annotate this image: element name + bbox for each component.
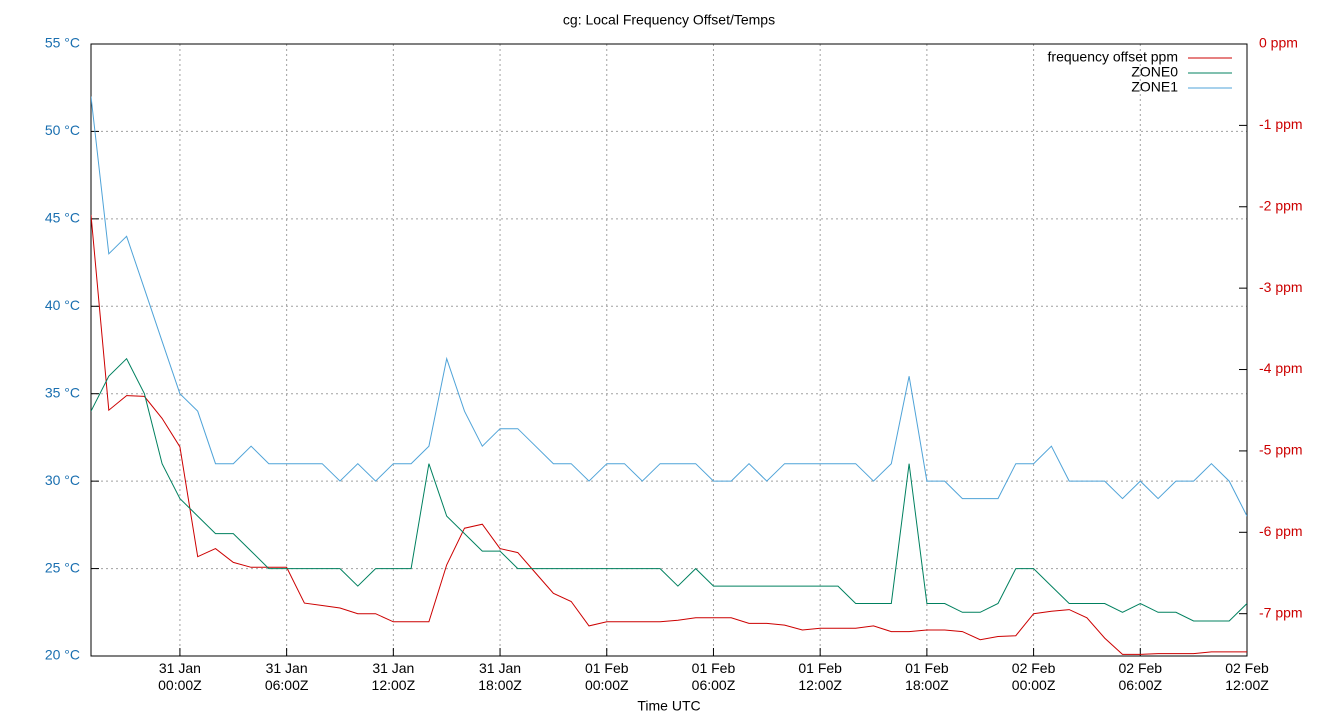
x-tick-label: 02 Feb 06:00Z (1118, 660, 1162, 693)
series-line (91, 214, 1247, 655)
y-tick-label: 55 °C (45, 35, 80, 51)
y-tick-label: 25 °C (45, 559, 80, 575)
chart-title: cg: Local Frequency Offset/Temps (563, 12, 775, 28)
x-tick-label: 31 Jan 00:00Z (158, 660, 202, 693)
legend-label: ZONE1 (1131, 79, 1178, 95)
y2-tick-label: -6 ppm (1259, 523, 1303, 539)
y2-tick-label: -3 ppm (1259, 279, 1303, 295)
legend-label: ZONE0 (1131, 64, 1178, 80)
y-tick-label: 45 °C (45, 210, 80, 226)
y2-tick-label: -2 ppm (1259, 197, 1303, 213)
x-tick-label: 01 Feb 18:00Z (905, 660, 949, 693)
y2-tick-label: -5 ppm (1259, 442, 1303, 458)
x-tick-label: 01 Feb 06:00Z (692, 660, 736, 693)
y-tick-label: 35 °C (45, 384, 80, 400)
y2-tick-label: -7 ppm (1259, 604, 1303, 620)
y2-tick-label: 0 ppm (1259, 35, 1298, 51)
y-tick-label: 20 °C (45, 647, 80, 663)
x-tick-label: 01 Feb 12:00Z (798, 660, 842, 693)
x-tick-label: 02 Feb 12:00Z (1225, 660, 1269, 693)
plot-frame (90, 43, 1248, 657)
y2-tick-label: -4 ppm (1259, 360, 1303, 376)
x-tick-label: 31 Jan 06:00Z (265, 660, 309, 693)
x-tick-label: 31 Jan 18:00Z (478, 660, 522, 693)
y-tick-label: 30 °C (45, 472, 80, 488)
y-tick-label: 50 °C (45, 122, 80, 138)
x-tick-label: 01 Feb 00:00Z (585, 660, 629, 693)
x-axis-label: Time UTC (637, 698, 700, 714)
legend-label: frequency offset ppm (1048, 49, 1178, 65)
y2-tick-label: -1 ppm (1259, 116, 1303, 132)
x-tick-label: 02 Feb 00:00Z (1012, 660, 1056, 693)
y-tick-label: 40 °C (45, 297, 80, 313)
series-line (91, 96, 1247, 517)
series-line (91, 357, 1247, 622)
x-tick-label: 31 Jan 12:00Z (372, 660, 416, 693)
